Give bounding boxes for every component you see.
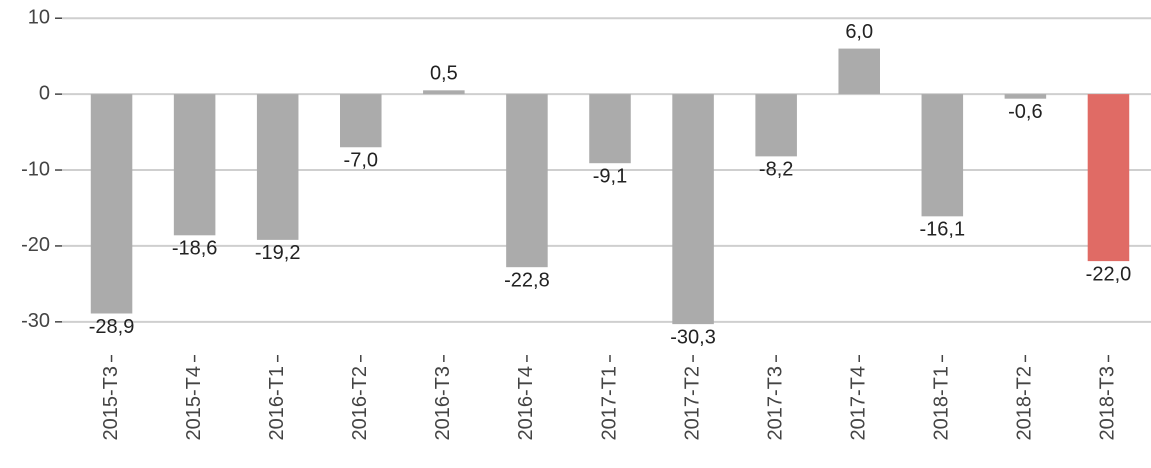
bar <box>921 94 964 217</box>
value-label: -22,8 <box>504 269 550 291</box>
y-tick-label: -30 <box>21 310 50 332</box>
bar <box>90 94 133 314</box>
x-tick-label: 2016-T2 <box>349 366 371 441</box>
value-label: -9,1 <box>593 165 627 187</box>
x-tick-label: 2016-T4 <box>515 366 537 441</box>
value-label: -30,3 <box>670 326 716 348</box>
bar <box>506 94 548 268</box>
value-label: 0,5 <box>430 63 458 85</box>
value-label: -19,2 <box>255 242 301 264</box>
bar <box>1004 94 1047 99</box>
value-label: 6,0 <box>845 21 873 43</box>
value-label: -22,0 <box>1086 263 1132 285</box>
y-tick-label: -10 <box>21 158 50 180</box>
y-tick-label: 0 <box>39 82 50 104</box>
x-tick-label: 2016-T3 <box>432 366 454 441</box>
bar <box>589 94 631 164</box>
value-label: -0,6 <box>1008 101 1042 123</box>
bar <box>423 90 465 95</box>
bar <box>173 94 216 236</box>
value-label: -8,2 <box>759 159 793 181</box>
x-tick-label: 2018-T3 <box>1097 366 1119 441</box>
value-label: -7,0 <box>344 150 378 172</box>
x-tick-label: 2018-T2 <box>1014 366 1036 441</box>
bar <box>838 48 880 95</box>
bar <box>755 94 797 157</box>
value-label: -28,9 <box>89 316 135 338</box>
y-tick-label: -20 <box>21 234 50 256</box>
bar <box>1087 94 1130 262</box>
x-tick-label: 2017-T1 <box>598 366 620 441</box>
bar <box>256 94 299 240</box>
y-tick-label: 10 <box>28 6 50 28</box>
x-tick-label: 2017-T2 <box>681 366 703 441</box>
bar <box>672 94 714 325</box>
x-tick-label: 2017-T3 <box>764 366 786 441</box>
x-tick-label: 2015-T4 <box>183 366 205 441</box>
x-tick-label: 2018-T1 <box>931 366 953 441</box>
x-tick-label: 2015-T3 <box>100 366 122 441</box>
bar <box>340 94 382 148</box>
x-tick-label: 2017-T4 <box>848 366 870 441</box>
x-tick-label: 2016-T1 <box>266 366 288 441</box>
value-label: -16,1 <box>920 219 966 241</box>
value-label: -18,6 <box>172 238 218 260</box>
